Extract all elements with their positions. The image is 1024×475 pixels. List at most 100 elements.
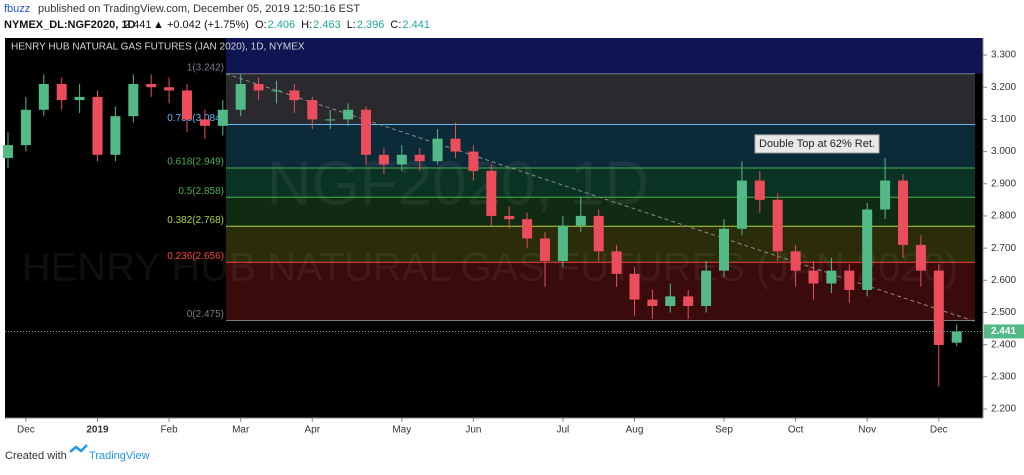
candle-body — [343, 109, 354, 120]
candle-body — [647, 299, 658, 307]
candle-body — [540, 238, 550, 261]
quote-value: 2.441 — [402, 19, 430, 31]
change: ▲ +0.042 (+1.75%) — [153, 19, 249, 31]
candle-body — [378, 154, 389, 165]
candle-body — [933, 270, 944, 345]
candle-body — [701, 270, 712, 307]
candle-body — [683, 296, 694, 307]
candle-body — [253, 84, 264, 91]
quote-label: C: — [390, 19, 401, 31]
candle-body — [146, 84, 157, 88]
candle-body — [898, 180, 908, 245]
fib-label: 0.236(2.656) — [167, 251, 224, 262]
quote-label: H: — [301, 19, 312, 31]
x-tick-label: Dec — [17, 425, 35, 436]
fib-label: 0.382(2.768) — [167, 215, 224, 226]
x-tick-label: 2019 — [86, 425, 109, 436]
quote-value: 2.396 — [357, 19, 385, 31]
candle-body — [432, 138, 443, 162]
candle-body — [754, 180, 765, 200]
candle-body — [396, 154, 407, 165]
candle-body — [182, 90, 192, 120]
y-tick-label: 2.300 — [991, 371, 1016, 382]
y-tick-label: 3.300 — [991, 50, 1016, 61]
candle-body — [557, 225, 568, 261]
candle-body — [504, 215, 515, 220]
candle-body — [235, 84, 246, 110]
fib-label: 1(3.242) — [187, 62, 224, 73]
candle-body — [575, 215, 586, 226]
watermark: NGF2020, 1D — [267, 149, 650, 218]
annotation: Double Top at 62% Ret. — [759, 138, 875, 150]
quote: O: 2.406 H: 2.463 L: 2.396 C: 2.441 — [255, 19, 430, 31]
x-tick-label: Oct — [788, 425, 804, 436]
quote-label: L: — [347, 19, 356, 31]
y-tick-label: 2.700 — [991, 243, 1016, 254]
symbol: NYMEX_DL:NGF2020, 1D — [4, 19, 135, 31]
candle-body — [38, 84, 49, 110]
candle-body — [289, 90, 300, 101]
fib-label: 0.618(2.949) — [167, 157, 224, 168]
footer-text: Created with — [5, 450, 67, 462]
candle-body — [110, 116, 121, 155]
candle-body — [826, 270, 837, 284]
fib-zone — [226, 167, 975, 198]
candle-body — [325, 119, 336, 121]
x-tick-label: Nov — [858, 425, 876, 436]
footer-brand[interactable]: TradingView — [89, 450, 150, 462]
candle-body — [450, 138, 461, 152]
annotation-box — [754, 134, 880, 154]
quote-value: 2.463 — [313, 19, 341, 31]
fib-label: 0.5(2.858) — [178, 186, 224, 197]
y-tick-label: 3.200 — [991, 82, 1016, 93]
candle-body — [808, 270, 819, 284]
candle-body — [593, 215, 604, 252]
x-tick-label: Sep — [715, 425, 733, 436]
candle-body — [629, 273, 640, 300]
chart-title: HENRY HUB NATURAL GAS FUTURES (JAN 2020)… — [11, 42, 305, 53]
candle-body — [199, 119, 210, 126]
last-price-box — [984, 324, 1024, 339]
quote-value: 2.406 — [268, 19, 296, 31]
published: published on TradingView.com, December 0… — [38, 3, 360, 15]
candle-body — [468, 151, 479, 171]
y-tick-label: 2.500 — [991, 307, 1016, 318]
candle-body — [217, 109, 228, 126]
x-tick-label: Mar — [232, 425, 250, 436]
x-tick-label: Jun — [465, 425, 481, 436]
candle-body — [271, 90, 282, 92]
candle-body — [361, 109, 371, 155]
last-price-label: 2.441 — [991, 326, 1016, 337]
plot: NGF2020, 1D HENRY HUB NATURAL GAS FUTURES… — [3, 38, 983, 387]
candle-body — [3, 145, 13, 159]
x-tick-label: Jul — [557, 425, 570, 436]
candle-body — [880, 180, 891, 210]
y-tick-label: 2.200 — [991, 404, 1016, 415]
x-tick-label: May — [392, 425, 411, 436]
candle-body — [522, 219, 533, 239]
x-tick-label: Apr — [305, 425, 321, 436]
candle-body — [128, 84, 139, 117]
watermark: HENRY HUB NATURAL GAS FUTURES (JAN 2020) — [22, 246, 959, 290]
fib-label: 0.786(3.084) — [167, 113, 224, 124]
candle-body — [56, 84, 67, 101]
candle-body — [414, 154, 425, 162]
x-tick-label: Feb — [160, 425, 178, 436]
fib-zone — [226, 73, 975, 125]
quote-label: O: — [255, 19, 267, 31]
publisher[interactable]: fbuzz — [4, 3, 30, 15]
candle-body — [862, 209, 873, 290]
axes: 2.200 2.300 2.400 2.500 2.600 2.700 2.800 2.900… — [17, 50, 1024, 436]
candle-body — [74, 96, 85, 101]
candle-body — [844, 270, 855, 290]
candle-body — [486, 170, 497, 216]
candle-body — [736, 180, 747, 229]
candle-body — [951, 331, 962, 343]
candle-body — [20, 109, 31, 146]
brand-logo — [69, 444, 88, 453]
x-tick-label: Aug — [626, 425, 644, 436]
fib-label: 0(2.475) — [187, 309, 224, 320]
y-tick-label: 3.100 — [991, 114, 1016, 125]
y-tick-label: 2.600 — [991, 275, 1016, 286]
